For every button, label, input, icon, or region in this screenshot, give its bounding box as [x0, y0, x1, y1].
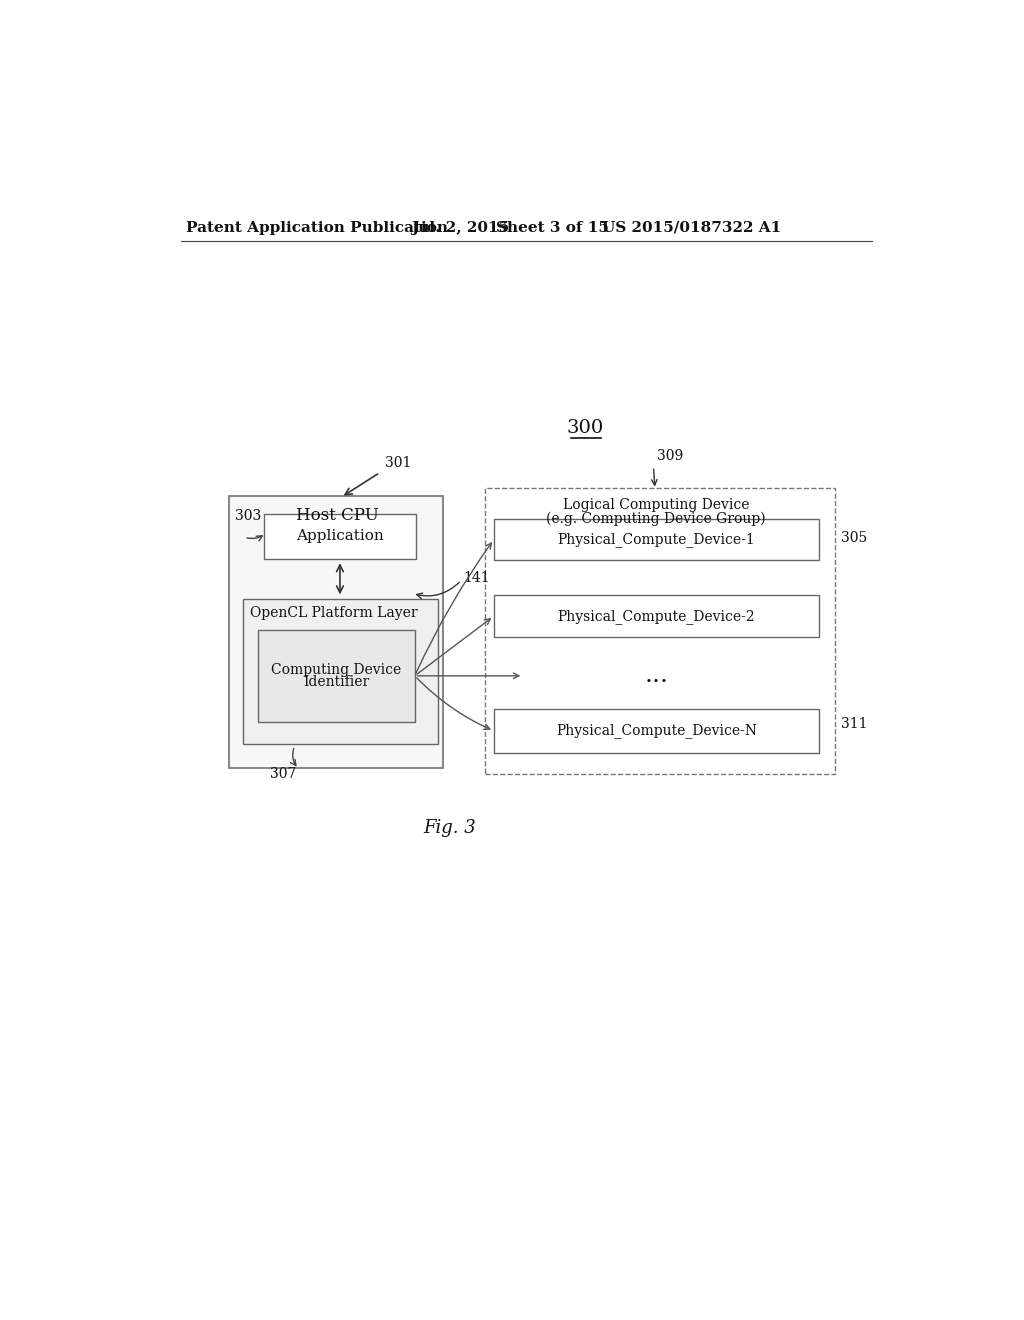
- Text: Host CPU: Host CPU: [296, 507, 379, 524]
- Text: Patent Application Publication: Patent Application Publication: [186, 220, 449, 235]
- Text: 303: 303: [234, 508, 261, 523]
- Text: 309: 309: [657, 449, 684, 463]
- Text: 307: 307: [269, 767, 296, 781]
- Text: Jul. 2, 2015: Jul. 2, 2015: [411, 220, 509, 235]
- Text: Logical Computing Device: Logical Computing Device: [562, 498, 749, 512]
- FancyBboxPatch shape: [494, 519, 819, 561]
- FancyBboxPatch shape: [228, 496, 443, 768]
- FancyBboxPatch shape: [243, 599, 438, 743]
- FancyBboxPatch shape: [263, 515, 417, 558]
- Text: Physical_Compute_Device-N: Physical_Compute_Device-N: [556, 723, 757, 738]
- Text: Application: Application: [296, 529, 384, 544]
- FancyBboxPatch shape: [494, 709, 819, 752]
- Text: Computing Device: Computing Device: [271, 663, 401, 677]
- Text: 311: 311: [841, 717, 867, 731]
- Text: (e.g. Computing Device Group): (e.g. Computing Device Group): [546, 512, 766, 525]
- Text: Physical_Compute_Device-2: Physical_Compute_Device-2: [558, 609, 756, 623]
- FancyBboxPatch shape: [258, 630, 415, 722]
- Text: US 2015/0187322 A1: US 2015/0187322 A1: [602, 220, 781, 235]
- Text: Physical_Compute_Device-1: Physical_Compute_Device-1: [558, 532, 756, 546]
- FancyBboxPatch shape: [494, 595, 819, 638]
- Text: Fig. 3: Fig. 3: [423, 820, 476, 837]
- Text: Sheet 3 of 15: Sheet 3 of 15: [496, 220, 609, 235]
- Text: ...: ...: [644, 664, 669, 688]
- Text: 141: 141: [464, 572, 490, 585]
- Text: Identifier: Identifier: [303, 675, 370, 689]
- Text: OpenCL Platform Layer: OpenCL Platform Layer: [251, 606, 418, 619]
- Text: 305: 305: [841, 531, 867, 545]
- Text: 301: 301: [385, 457, 412, 470]
- Text: 300: 300: [566, 420, 604, 437]
